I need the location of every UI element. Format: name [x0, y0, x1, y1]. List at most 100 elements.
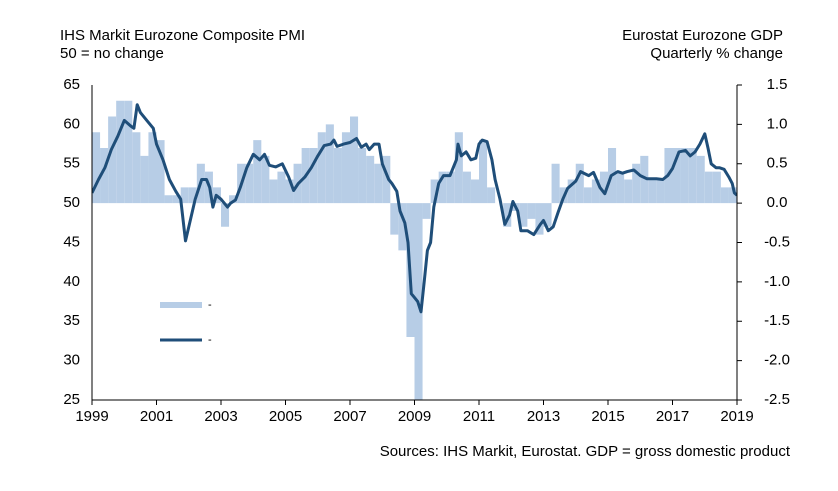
bar	[519, 203, 528, 227]
bar	[487, 187, 496, 204]
bar	[382, 155, 391, 204]
bar	[535, 203, 544, 235]
bar	[454, 132, 463, 204]
bar	[188, 187, 197, 204]
bar	[132, 132, 141, 204]
bar	[640, 155, 649, 204]
bar	[269, 179, 278, 204]
bar	[277, 171, 286, 204]
bar	[591, 179, 600, 204]
bar	[116, 100, 125, 204]
y2-tick-label: -1.0	[764, 273, 790, 290]
x-tick-label: 2013	[527, 408, 560, 425]
x-tick-label: 2019	[720, 408, 753, 425]
bar	[229, 195, 238, 204]
left-subtitle: 50 = no change	[60, 45, 164, 62]
y-tick-label: 65	[63, 76, 80, 93]
bar	[438, 171, 447, 204]
y-tick-label: 40	[63, 273, 80, 290]
y-tick-label: 60	[63, 115, 80, 132]
y-tick-label: 50	[63, 194, 80, 211]
y2-tick-label: 1.5	[767, 76, 788, 93]
bar	[656, 179, 665, 204]
bar	[124, 100, 133, 204]
bar	[583, 187, 592, 204]
bar	[333, 148, 342, 204]
y2-tick-label: 1.0	[767, 115, 788, 132]
bar	[704, 171, 713, 204]
bar	[398, 203, 407, 251]
x-tick-label: 2005	[269, 408, 302, 425]
bar	[358, 148, 367, 204]
bar	[446, 171, 455, 204]
bar	[317, 132, 326, 204]
bar	[696, 155, 705, 204]
bar	[140, 155, 149, 204]
bar	[462, 171, 471, 204]
legend-label: -	[208, 299, 212, 311]
y2-tick-label: -2.0	[764, 352, 790, 369]
bar	[414, 203, 423, 400]
bar	[92, 132, 101, 204]
bar	[245, 163, 254, 204]
bar	[680, 148, 689, 204]
y-tick-label: 25	[63, 391, 80, 408]
line	[92, 103, 737, 314]
x-tick-label: 2017	[656, 408, 689, 425]
bar	[261, 155, 270, 204]
bar	[567, 179, 576, 204]
bar	[221, 203, 230, 227]
left-title: IHS Markit Eurozone Composite PMI	[60, 27, 305, 44]
y2-tick-label: 0.0	[767, 194, 788, 211]
bar	[285, 179, 294, 204]
x-tick-label: 2003	[204, 408, 237, 425]
bar	[390, 203, 399, 235]
bar	[172, 195, 181, 204]
bar	[108, 116, 117, 204]
bar	[672, 148, 681, 204]
x-tick-label: 2007	[333, 408, 366, 425]
source-note: Sources: IHS Markit, Eurostat. GDP = gro…	[380, 443, 791, 460]
x-tick-label: 2009	[398, 408, 431, 425]
bar	[148, 132, 157, 204]
y2-tick-label: 0.5	[767, 155, 788, 172]
bar	[648, 179, 657, 204]
bar	[575, 163, 584, 204]
bar	[470, 179, 479, 204]
x-tick-label: 2001	[140, 408, 173, 425]
x-tick-label: 1999	[75, 408, 108, 425]
y2-tick-label: -0.5	[764, 233, 790, 250]
x-tick-label: 2015	[591, 408, 624, 425]
bar	[422, 203, 431, 219]
y-tick-label: 30	[63, 352, 80, 369]
bar	[720, 187, 729, 204]
legend-swatch	[160, 302, 202, 308]
bar	[624, 179, 633, 204]
bar	[430, 179, 439, 204]
bar	[632, 163, 641, 204]
legend-label: -	[208, 334, 212, 346]
bar	[728, 187, 737, 204]
bar	[374, 163, 383, 204]
bar	[366, 155, 375, 204]
bar	[712, 171, 721, 204]
bar	[341, 132, 350, 204]
bar	[551, 163, 560, 204]
y-tick-label: 45	[63, 233, 80, 250]
bar	[164, 195, 173, 204]
y2-tick-label: -1.5	[764, 312, 790, 329]
bar	[253, 140, 262, 204]
right-title: Eurostat Eurozone GDP	[622, 27, 783, 44]
right-subtitle: Quarterly % change	[650, 45, 783, 62]
bar	[616, 171, 625, 204]
bar	[527, 203, 536, 219]
x-tick-label: 2011	[463, 408, 495, 425]
bar	[350, 116, 359, 204]
bar	[325, 124, 334, 204]
bar	[503, 203, 512, 227]
y-tick-label: 55	[63, 155, 80, 172]
bar	[309, 148, 318, 204]
bar	[599, 171, 608, 204]
bar	[543, 203, 552, 227]
